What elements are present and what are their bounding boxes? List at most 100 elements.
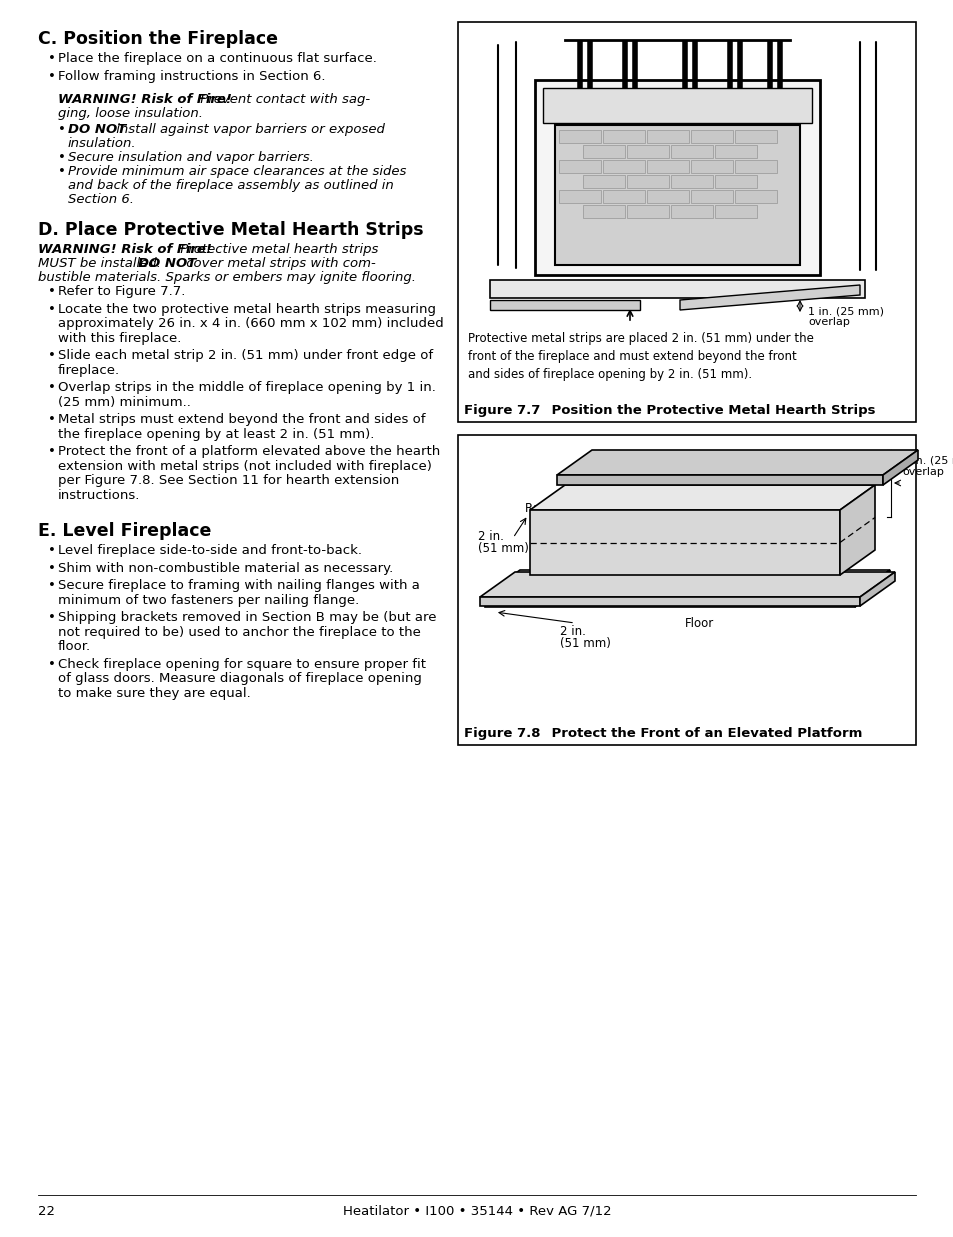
Text: 2 in.: 2 in. [559,625,585,638]
Text: 1 in. (25 mm): 1 in. (25 mm) [807,306,883,315]
Text: Refer to Figure 7.7.: Refer to Figure 7.7. [58,285,185,298]
Text: Position the Protective Metal Hearth Strips: Position the Protective Metal Hearth Str… [533,404,875,417]
Polygon shape [557,475,882,485]
Text: Overlap strips in the middle of fireplace opening by 1 in.: Overlap strips in the middle of fireplac… [58,381,436,395]
Text: to make sure they are equal.: to make sure they are equal. [58,687,251,699]
Text: 2 in.: 2 in. [477,529,503,543]
Text: WARNING! Risk of Fire!: WARNING! Risk of Fire! [38,242,212,256]
Text: fireplace.: fireplace. [58,364,120,376]
Text: •: • [48,69,56,83]
Bar [690,190,732,203]
Text: bustible materials. Sparks or embers may ignite flooring.: bustible materials. Sparks or embers may… [38,271,416,285]
Text: E. Level Fireplace: E. Level Fireplace [38,522,212,541]
Polygon shape [882,450,917,485]
Text: 22: 22 [38,1205,55,1218]
Text: •: • [58,165,66,178]
Text: Floor: Floor [684,617,714,630]
Text: •: • [58,122,66,136]
Text: insulation.: insulation. [68,137,136,150]
Text: •: • [48,544,56,557]
Text: instructions.: instructions. [58,489,140,501]
Text: •: • [48,381,56,395]
Text: (25 mm) minimum..: (25 mm) minimum.. [58,396,191,408]
Bar [690,130,732,143]
Text: floor.: floor. [58,640,91,653]
Text: Slide each metal strip 2 in. (51 mm) under front edge of: Slide each metal strip 2 in. (51 mm) und… [58,349,433,362]
Bar [558,160,600,173]
Text: Follow framing instructions in Section 6.: Follow framing instructions in Section 6… [58,69,325,83]
Polygon shape [530,485,874,510]
Bar [535,80,820,275]
Bar [457,22,915,422]
Text: MUST be installed.: MUST be installed. [38,257,165,270]
Text: 1 in. (25 mm) min.: 1 in. (25 mm) min. [901,455,953,465]
Text: Secure fireplace to framing with nailing flanges with a: Secure fireplace to framing with nailing… [58,579,419,593]
Text: DO NOT: DO NOT [138,257,196,270]
Text: Locate the two protective metal hearth strips measuring: Locate the two protective metal hearth s… [58,303,436,315]
Polygon shape [679,285,859,310]
Text: •: • [48,562,56,574]
Polygon shape [854,570,889,607]
Text: •: • [48,303,56,315]
Text: •: • [48,349,56,362]
Bar [626,205,668,218]
Bar [555,125,800,265]
Text: install against vapor barriers or exposed: install against vapor barriers or expose… [112,122,384,136]
Text: Figure 7.7: Figure 7.7 [463,404,539,417]
Text: overlap: overlap [807,317,849,327]
Text: per Figure 7.8. See Section 11 for hearth extension: per Figure 7.8. See Section 11 for heart… [58,474,399,487]
Text: (51 mm): (51 mm) [559,637,610,649]
Text: with this fireplace.: with this fireplace. [58,332,181,344]
Bar [714,145,757,158]
Polygon shape [557,450,917,475]
Text: •: • [58,151,66,165]
Bar [670,205,712,218]
Text: Shipping brackets removed in Section B may be (but are: Shipping brackets removed in Section B m… [58,611,436,623]
Text: Prevent contact with sag-: Prevent contact with sag- [195,93,370,106]
Text: the fireplace opening by at least 2 in. (51 mm).: the fireplace opening by at least 2 in. … [58,428,374,440]
Bar [542,88,811,122]
Bar [646,130,688,143]
Text: D. Place Protective Metal Hearth Strips: D. Place Protective Metal Hearth Strips [38,221,423,239]
Text: approximately 26 in. x 4 in. (660 mm x 102 mm) included: approximately 26 in. x 4 in. (660 mm x 1… [58,317,443,330]
Bar [602,130,644,143]
Text: Level fireplace side-to-side and front-to-back.: Level fireplace side-to-side and front-t… [58,544,361,557]
Text: Figure 7.8: Figure 7.8 [463,727,540,740]
Text: C. Position the Fireplace: C. Position the Fireplace [38,30,277,48]
Text: Shim with non-combustible material as necessary.: Shim with non-combustible material as ne… [58,562,393,574]
Text: Check fireplace opening for square to ensure proper fit: Check fireplace opening for square to en… [58,658,426,670]
Text: not required to be) used to anchor the fireplace to the: not required to be) used to anchor the f… [58,626,420,638]
Bar [457,435,915,745]
Bar [582,205,624,218]
Bar [670,174,712,188]
Text: •: • [48,413,56,426]
Text: Protective metal strips are placed 2 in. (51 mm) under the
front of the fireplac: Protective metal strips are placed 2 in.… [468,332,813,381]
Text: bottom piece: bottom piece [660,468,739,480]
Bar [646,190,688,203]
Bar [734,160,776,173]
Bar [558,130,600,143]
Bar [626,145,668,158]
Bar [582,174,624,188]
Text: Provide minimum air space clearances at the sides: Provide minimum air space clearances at … [68,165,406,178]
Bar [646,160,688,173]
Text: ging, loose insulation.: ging, loose insulation. [58,106,203,120]
Polygon shape [479,571,894,597]
Polygon shape [840,485,874,575]
Text: •: • [48,285,56,298]
Text: Heatilator • I100 • 35144 • Rev AG 7/12: Heatilator • I100 • 35144 • Rev AG 7/12 [342,1205,611,1218]
Text: •: • [48,52,56,66]
Bar [734,190,776,203]
Bar [490,280,864,298]
Text: Protect the Front of an Elevated Platform: Protect the Front of an Elevated Platfor… [533,727,862,740]
Bar [714,174,757,188]
Bar [582,145,624,158]
Text: cover metal strips with com-: cover metal strips with com- [182,257,375,270]
Bar [490,301,639,310]
Polygon shape [530,510,840,575]
Text: DO NOT: DO NOT [68,122,126,136]
Text: •: • [48,579,56,593]
Polygon shape [479,597,859,606]
Text: of glass doors. Measure diagonals of fireplace opening: of glass doors. Measure diagonals of fir… [58,672,421,685]
Text: Protective metal hearth strips: Protective metal hearth strips [175,242,378,256]
